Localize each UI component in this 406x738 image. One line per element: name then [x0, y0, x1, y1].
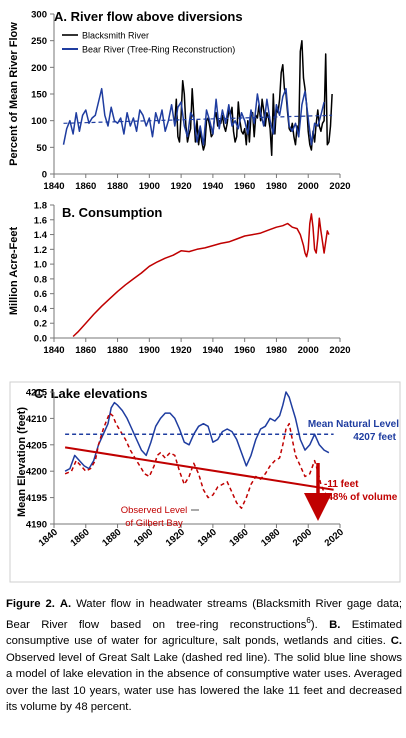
panel-c-ylabel: Mean Elevation (feet) [16, 407, 28, 517]
y-tick-label: 4210 [26, 414, 47, 425]
x-tick-label: 1840 [43, 345, 64, 356]
series-line-0 [72, 213, 330, 338]
panel-a-legend: Blacksmith River Bear River (Tree-Ring R… [62, 31, 235, 55]
x-tick-label: 1860 [68, 527, 91, 549]
series-line-2 [63, 114, 333, 124]
y-tick-label: 0.2 [34, 319, 47, 330]
x-tick-label: 2000 [291, 527, 314, 549]
x-tick-label: 1960 [234, 181, 255, 192]
y-tick-label: 4200 [26, 467, 47, 478]
caption-part-a-text: Water flow in headwater streams (Blacksm… [6, 598, 403, 631]
annotation-observed-line1: Observed Level [121, 505, 188, 516]
y-tick-label: 1.8 [34, 201, 47, 212]
x-tick-label: 2000 [298, 345, 319, 356]
y-tick-label: 200 [31, 63, 47, 74]
caption-part-a-end: ). [310, 618, 318, 631]
panel-c-frame [9, 381, 401, 583]
legend-label-blacksmith: Blacksmith River [82, 31, 149, 41]
y-tick-label: 100 [31, 116, 47, 127]
y-tick-label: 150 [31, 90, 47, 101]
series-line-3 [64, 446, 334, 491]
x-tick-label: 1940 [202, 345, 223, 356]
y-tick-label: 1.2 [34, 245, 47, 256]
x-tick-label: 2020 [329, 345, 350, 356]
x-tick-label: 1980 [266, 345, 287, 356]
series-line-natural-level-model [64, 391, 330, 472]
caption-figure-label: Figure 2. [6, 598, 55, 610]
x-tick-label: 2020 [329, 181, 350, 192]
x-tick-label: 1900 [132, 527, 155, 549]
series-line-bear-river-tree-ring-reconstruction [62, 87, 325, 146]
y-tick-label: 50 [36, 143, 47, 154]
y-tick-label: 0.4 [34, 304, 48, 315]
y-tick-label: 0.6 [34, 289, 47, 300]
panel-a-title: A. River flow above diversions [54, 9, 243, 24]
panel-b-title: B. Consumption [62, 205, 162, 220]
x-tick-label: 1840 [43, 181, 64, 192]
panel-b: Million Acre-Feet B. Consumption 0.00.20… [8, 201, 351, 357]
x-tick-label: 1900 [139, 181, 160, 192]
x-tick-label: 1860 [75, 345, 96, 356]
y-tick-label: 0.8 [34, 274, 47, 285]
x-tick-label: 2000 [298, 181, 319, 192]
y-tick-label: 0.0 [34, 334, 47, 345]
series-line-observed-level-of-gilbert-bay [64, 412, 331, 509]
annotation-mean-level: Mean Natural Level [308, 419, 399, 430]
y-tick-label: 4190 [26, 520, 47, 531]
x-tick-label: 1900 [139, 345, 160, 356]
x-tick-label: 1920 [171, 345, 192, 356]
x-tick-label: 1980 [266, 181, 287, 192]
figure-caption: Figure 2. A. Water flow in headwater str… [6, 596, 402, 716]
y-tick-label: 0 [42, 170, 47, 181]
x-tick-label: 1920 [171, 181, 192, 192]
x-tick-label: 1980 [259, 527, 282, 549]
plot-a: 0 50 100 150 200 250 300 1840 1860 1880 1900 1920 19… [31, 10, 350, 193]
panel-a: Percent of Mean River Flow A. River flow… [8, 9, 351, 192]
annotation-mean-value: 4207 feet [353, 432, 396, 443]
plot-b: 0.0 0.2 0.4 0.6 0.8 1.0 1.2 1.4 1.6 1.8 1840 1860 18… [34, 201, 351, 357]
y-tick-label: 4195 [26, 493, 48, 504]
caption-part-c-text: Observed level of Great Salt Lake (dashe… [6, 651, 402, 714]
x-tick-label: 2020 [323, 527, 346, 549]
x-tick-label: 1960 [234, 345, 255, 356]
annotation-drop-feet: -11 feet [324, 479, 359, 490]
figure: Percent of Mean River Flow A. River flow… [8, 9, 401, 583]
x-tick-label: 1960 [227, 527, 250, 549]
x-tick-label: 1880 [107, 181, 128, 192]
y-tick-label: 250 [31, 36, 47, 47]
legend-label-bear: Bear River (Tree-Ring Reconstruction) [82, 45, 235, 55]
x-tick-label: 1940 [196, 527, 219, 549]
x-tick-label: 1880 [100, 527, 123, 549]
caption-part-b-text: Estimated consumptive use of water for a… [6, 618, 402, 647]
y-tick-label: 4215 [26, 388, 48, 399]
y-tick-label: 1.0 [34, 260, 47, 271]
annotation-observed-line2: of Gilbert Bay [125, 518, 183, 529]
x-tick-label: 1920 [164, 527, 187, 549]
x-tick-label: 1880 [107, 345, 128, 356]
caption-part-a-label: A. [59, 598, 72, 610]
caption-part-a-sup: 6 [306, 615, 311, 625]
y-tick-label: 4205 [26, 440, 48, 451]
panel-c: Mean Elevation (feet) C. Lake elevations… [9, 381, 401, 583]
caption-part-c-label: C. [390, 634, 402, 647]
panel-b-ylabel: Million Acre-Feet [8, 227, 20, 316]
y-tick-label: 1.4 [34, 230, 48, 241]
x-tick-label: 1860 [75, 181, 96, 192]
y-tick-label: 1.6 [34, 215, 47, 226]
caption-part-b-label: B. [329, 618, 341, 631]
y-tick-label: 300 [31, 10, 47, 21]
panel-a-ylabel: Percent of Mean River Flow [8, 22, 20, 166]
panel-c-title: C. Lake elevations [34, 386, 147, 401]
x-tick-label: 1940 [202, 181, 223, 192]
annotation-drop-volume: -48% of volume [324, 492, 398, 503]
